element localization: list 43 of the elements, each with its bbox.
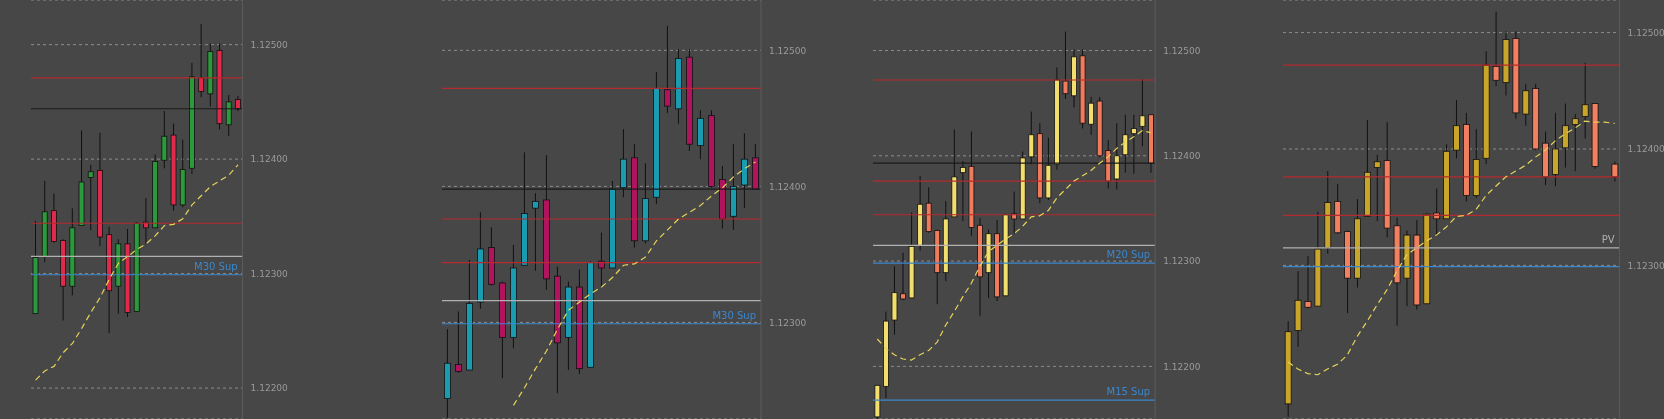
line-series bbox=[35, 164, 239, 381]
candlestick bbox=[1522, 83, 1530, 127]
y-tick-label: 1.12200 bbox=[1163, 361, 1201, 372]
y-tick-label: 1.12300 bbox=[769, 317, 807, 328]
y-tick-label: 1.12400 bbox=[1163, 151, 1201, 161]
y-tick-label: 1.12300 bbox=[250, 268, 289, 279]
candlestick bbox=[1571, 113, 1579, 172]
candlestick bbox=[1373, 154, 1381, 222]
candlestick bbox=[143, 197, 149, 245]
line-series bbox=[1287, 120, 1616, 376]
candlestick bbox=[455, 311, 462, 374]
candlestick bbox=[1062, 31, 1069, 100]
candlestick bbox=[900, 252, 906, 301]
y-tick-label: 1.12500 bbox=[769, 45, 807, 56]
candlestick bbox=[1492, 11, 1500, 87]
ref-line-label: PV bbox=[1601, 233, 1615, 245]
y-tick-label: 1.12200 bbox=[250, 383, 289, 394]
candlestick bbox=[1433, 188, 1441, 236]
candlestick bbox=[1011, 191, 1018, 235]
y-tick-label: 1.12500 bbox=[250, 39, 289, 50]
candlestick bbox=[1611, 161, 1619, 183]
candlestick bbox=[1088, 96, 1095, 136]
y-tick-label: 1.12300 bbox=[1627, 260, 1664, 271]
y-tick-label: 1.12500 bbox=[1163, 45, 1201, 56]
candlestick bbox=[1581, 62, 1589, 139]
candlestick bbox=[598, 232, 605, 288]
ref-line-label: M15 Sup bbox=[1106, 386, 1151, 398]
y-tick-label: 1.12400 bbox=[769, 181, 807, 192]
candlestick bbox=[87, 164, 94, 231]
y-tick-label: 1.12400 bbox=[1627, 144, 1664, 155]
ref-line-label: M30 Sup bbox=[194, 260, 238, 272]
ref-line-label: M20 Sup bbox=[1106, 249, 1151, 261]
candlestick bbox=[198, 23, 205, 98]
candlestick bbox=[1139, 78, 1146, 147]
y-tick-label: 1.12500 bbox=[1627, 27, 1664, 38]
y-tick-label: 1.12300 bbox=[1163, 256, 1201, 267]
y-tick-label: 1.12400 bbox=[250, 154, 289, 165]
candlestick bbox=[664, 25, 671, 114]
candlestick bbox=[532, 192, 539, 272]
candlestick bbox=[1304, 255, 1312, 309]
candlestick bbox=[1561, 103, 1569, 169]
ref-line-label: M30 Sup bbox=[712, 309, 756, 321]
line-series bbox=[876, 129, 1152, 361]
